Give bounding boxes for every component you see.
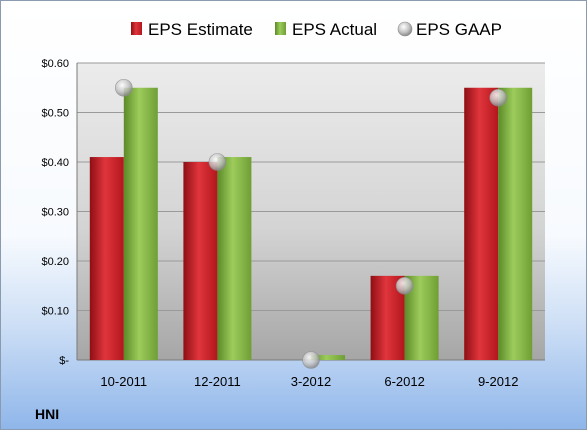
point-eps-gaap [115,78,133,97]
ticker-label: HNI [35,406,59,422]
bar-eps-estimate [183,162,218,360]
y-tick-label: $0.10 [41,306,69,318]
bar-eps-estimate [89,157,124,360]
legend-swatch [131,22,142,35]
x-tick-label: 12-2011 [194,374,241,389]
legend-label: EPS Estimate [148,20,253,39]
bar-eps-actual [123,87,158,360]
point-eps-gaap [208,153,227,171]
bar-eps-estimate [464,87,499,360]
y-tick-label: $0.40 [41,157,69,169]
legend-label: EPS GAAP [416,20,502,39]
point-eps-gaap [395,276,414,295]
y-tick-label: $0.20 [41,256,69,268]
bar-eps-actual [217,157,252,360]
legend-label: EPS Actual [292,20,377,39]
y-tick-label: $0.30 [41,207,69,219]
bar-eps-actual [498,87,533,360]
bar-eps-actual [311,355,345,360]
legend-swatch [397,21,413,37]
legend-swatch [275,22,286,35]
x-tick-label: 10-2011 [100,374,147,389]
point-eps-gaap [302,351,320,369]
y-tick-label: $- [59,355,69,367]
point-eps-gaap [489,88,508,107]
x-tick-label: 6-2012 [384,374,424,389]
y-tick-label: $0.50 [41,108,69,120]
x-tick-label: 3-2012 [291,374,331,389]
y-tick-label: $0.60 [41,58,69,70]
x-tick-label: 9-2012 [478,374,518,389]
